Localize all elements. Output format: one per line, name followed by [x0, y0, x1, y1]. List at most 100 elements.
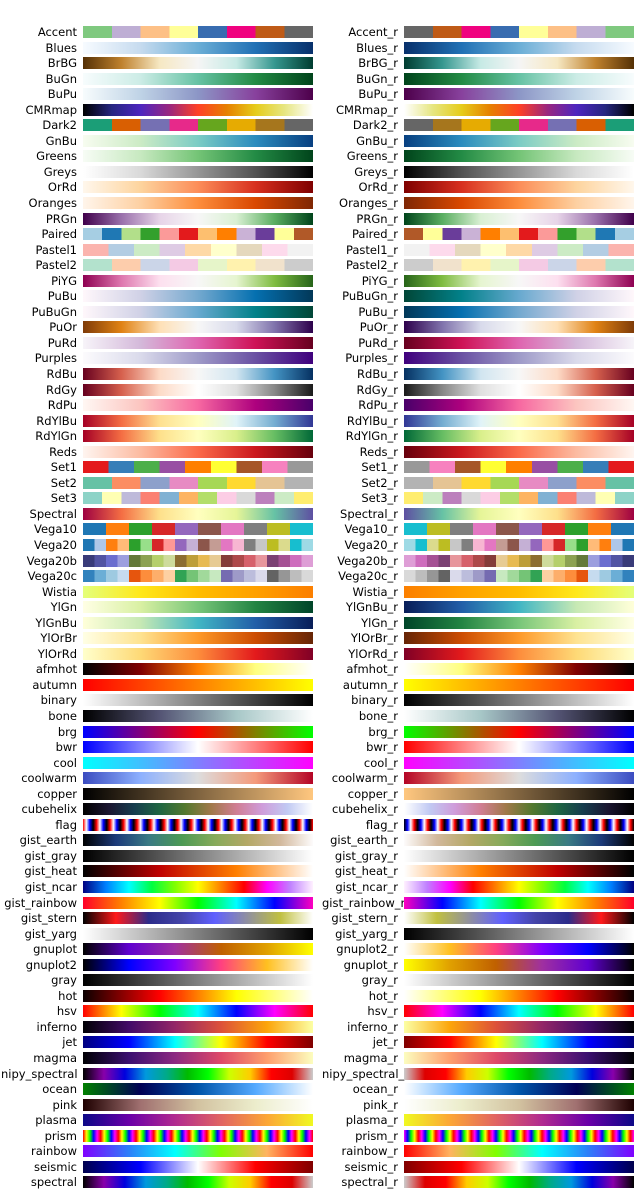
colormap-bar-flag-r [404, 818, 634, 831]
colormap-label-piyg: PiYG [51, 273, 77, 288]
colormap-bar-vega20 [83, 538, 313, 551]
colormap-bar-rdgy [83, 383, 313, 396]
colormap-bar-orrd [83, 181, 313, 194]
colormap-bar-gist-heat [83, 865, 313, 878]
colormap-label-gist-earth: gist_earth [19, 833, 77, 848]
colormap-bar-vega20b-r [404, 554, 634, 567]
colormap-bar-gist-ncar [83, 880, 313, 893]
colormap-label-magma: magma [33, 1050, 77, 1065]
colormap-label-brbg: BrBG [47, 56, 77, 71]
colormap-bar-piyg [83, 274, 313, 287]
colormap-label-rdgy: RdGy [45, 382, 77, 397]
colormap-bar-coolwarm [83, 772, 313, 785]
colormap-label-hsv-r: hsv_r [367, 1004, 398, 1019]
colormap-bar-pubu [83, 290, 313, 303]
colormap-label-bupu-r: BuPu_r [358, 87, 398, 102]
colormap-bar-coolwarm-r [404, 772, 634, 785]
colormap-bar-hsv [83, 1005, 313, 1018]
colormap-bar-magma [83, 1051, 313, 1064]
colormap-label-set1: Set1 [50, 460, 77, 475]
colormap-bar-pubu-r [404, 305, 634, 318]
colormap-bar-purd-r [404, 336, 634, 349]
colormap-bar-set1 [83, 461, 313, 474]
colormap-label-gnuplot2-r: gnuplot2_r [336, 942, 398, 957]
colormap-label-purd-r: PuRd_r [358, 335, 398, 350]
colormap-label-pubu-r: PuBu_r [358, 304, 398, 319]
colormap-label-ylgnbu-r: YlGnBu_r [345, 600, 398, 615]
colormap-bar-bugn [83, 72, 313, 85]
colormap-bar-cmrmap [83, 103, 313, 116]
colormap-bar-gray-r [404, 974, 634, 987]
colormap-label-spectral: Spectral [29, 506, 77, 521]
colormap-bar-rdylbu-r [404, 414, 634, 427]
colormap-bar-gist-earth-r [404, 834, 634, 847]
colormap-label-purples: Purples [34, 351, 77, 366]
colormap-bar-seismic-r [404, 1160, 634, 1173]
colormap-label-rdpu-r: RdPu_r [358, 398, 398, 413]
colormap-label-pastel1: Pastel1 [35, 242, 77, 257]
colormap-label-vega10-r: Vega10_r [344, 522, 398, 537]
colormap-bar-pink-r [404, 1098, 634, 1111]
colormap-label-accent: Accent [37, 25, 77, 39]
colormap-label-pubu: PuBu [47, 289, 77, 304]
colormap-bar-gnbu-r [404, 134, 634, 147]
colormap-bar-spectral-r [404, 507, 634, 520]
colormap-label-vega10: Vega10 [33, 522, 77, 537]
colormap-label-plasma-r: plasma_r [345, 1113, 398, 1128]
colormap-bar-spectral [83, 507, 313, 520]
colormap-bar-gist-yarg [83, 927, 313, 940]
colormap-label-plasma: plasma [35, 1113, 77, 1128]
colormap-label-puor-r: PuOr_r [359, 320, 398, 335]
colormap-label-afmhot-r: afmhot_r [346, 662, 398, 677]
colormap-label-accent-r: Accent_r [348, 25, 398, 39]
colormap-label-hot: hot [58, 988, 77, 1003]
colormap-bar-set2-r [404, 476, 634, 489]
colormap-bar-bupu [83, 88, 313, 101]
colormap-bar-gist-rainbow [83, 896, 313, 909]
colormap-label-vega20c: Vega20c [27, 569, 77, 584]
colormap-label-puor: PuOr [49, 320, 77, 335]
colormap-bar-copper [83, 787, 313, 800]
colormap-bar-gnuplot-r [404, 958, 634, 971]
colormap-bar-rdpu-r [404, 399, 634, 412]
colormap-bar-prgn-r [404, 212, 634, 225]
colormap-bar-brbg-r [404, 57, 634, 70]
colormap-label-gist-heat: gist_heat [24, 864, 77, 879]
colormap-label-afmhot: afmhot [35, 662, 77, 677]
colormap-bar-copper-r [404, 787, 634, 800]
colormap-label-vega20c-r: Vega20c_r [338, 569, 398, 584]
colormap-label-rdgy-r: RdGy_r [356, 382, 399, 397]
colormap-bar-vega20c [83, 570, 313, 583]
colormap-label-flag: flag [55, 817, 77, 832]
colormap-bar-wistia [83, 585, 313, 598]
colormap-bar-paired-r [404, 228, 634, 241]
colormap-bar-bone [83, 709, 313, 722]
colormap-bar-orrd-r [404, 181, 634, 194]
colormap-label-ylorbr-r: YlOrBr_r [350, 631, 398, 646]
colormap-label-pastel2: Pastel2 [35, 258, 77, 273]
colormap-label-hot-r: hot_r [368, 988, 398, 1003]
colormap-label-gray-r: gray_r [361, 973, 398, 988]
colormap-bar-rdgy-r [404, 383, 634, 396]
colormap-bar-pastel1-r [404, 243, 634, 256]
colormap-bar-pastel2-r [404, 259, 634, 272]
colormap-bar-hsv-r [404, 1005, 634, 1018]
colormap-bar-blues-r [404, 41, 634, 54]
colormap-label-paired-r: Paired_r [352, 227, 398, 242]
colormap-label-greens: Greens [36, 149, 77, 164]
colormap-bar-greys-r [404, 165, 634, 178]
colormap-label-ocean-r: ocean_r [352, 1082, 398, 1097]
colormap-label-coolwarm-r: coolwarm_r [331, 771, 398, 786]
colormap-label-gnbu: GnBu [45, 133, 77, 148]
colormap-bar-purples-r [404, 352, 634, 365]
colormap-bar-accent-r [404, 26, 634, 38]
colormap-bar-seismic [83, 1160, 313, 1173]
colormap-label-bugn: BuGn [45, 71, 77, 86]
colormap-label-ylgn-r: YlGn_r [361, 615, 398, 630]
colormap-label-wistia-r: Wistia_r [352, 584, 398, 599]
colormap-bar-flag [83, 818, 313, 831]
colormap-label-gnuplot2: gnuplot2 [25, 957, 77, 972]
colormap-label-pastel1-r: Pastel1_r [345, 242, 398, 257]
colormap-bar-bugn-r [404, 72, 634, 85]
colormap-bar-cool [83, 756, 313, 769]
